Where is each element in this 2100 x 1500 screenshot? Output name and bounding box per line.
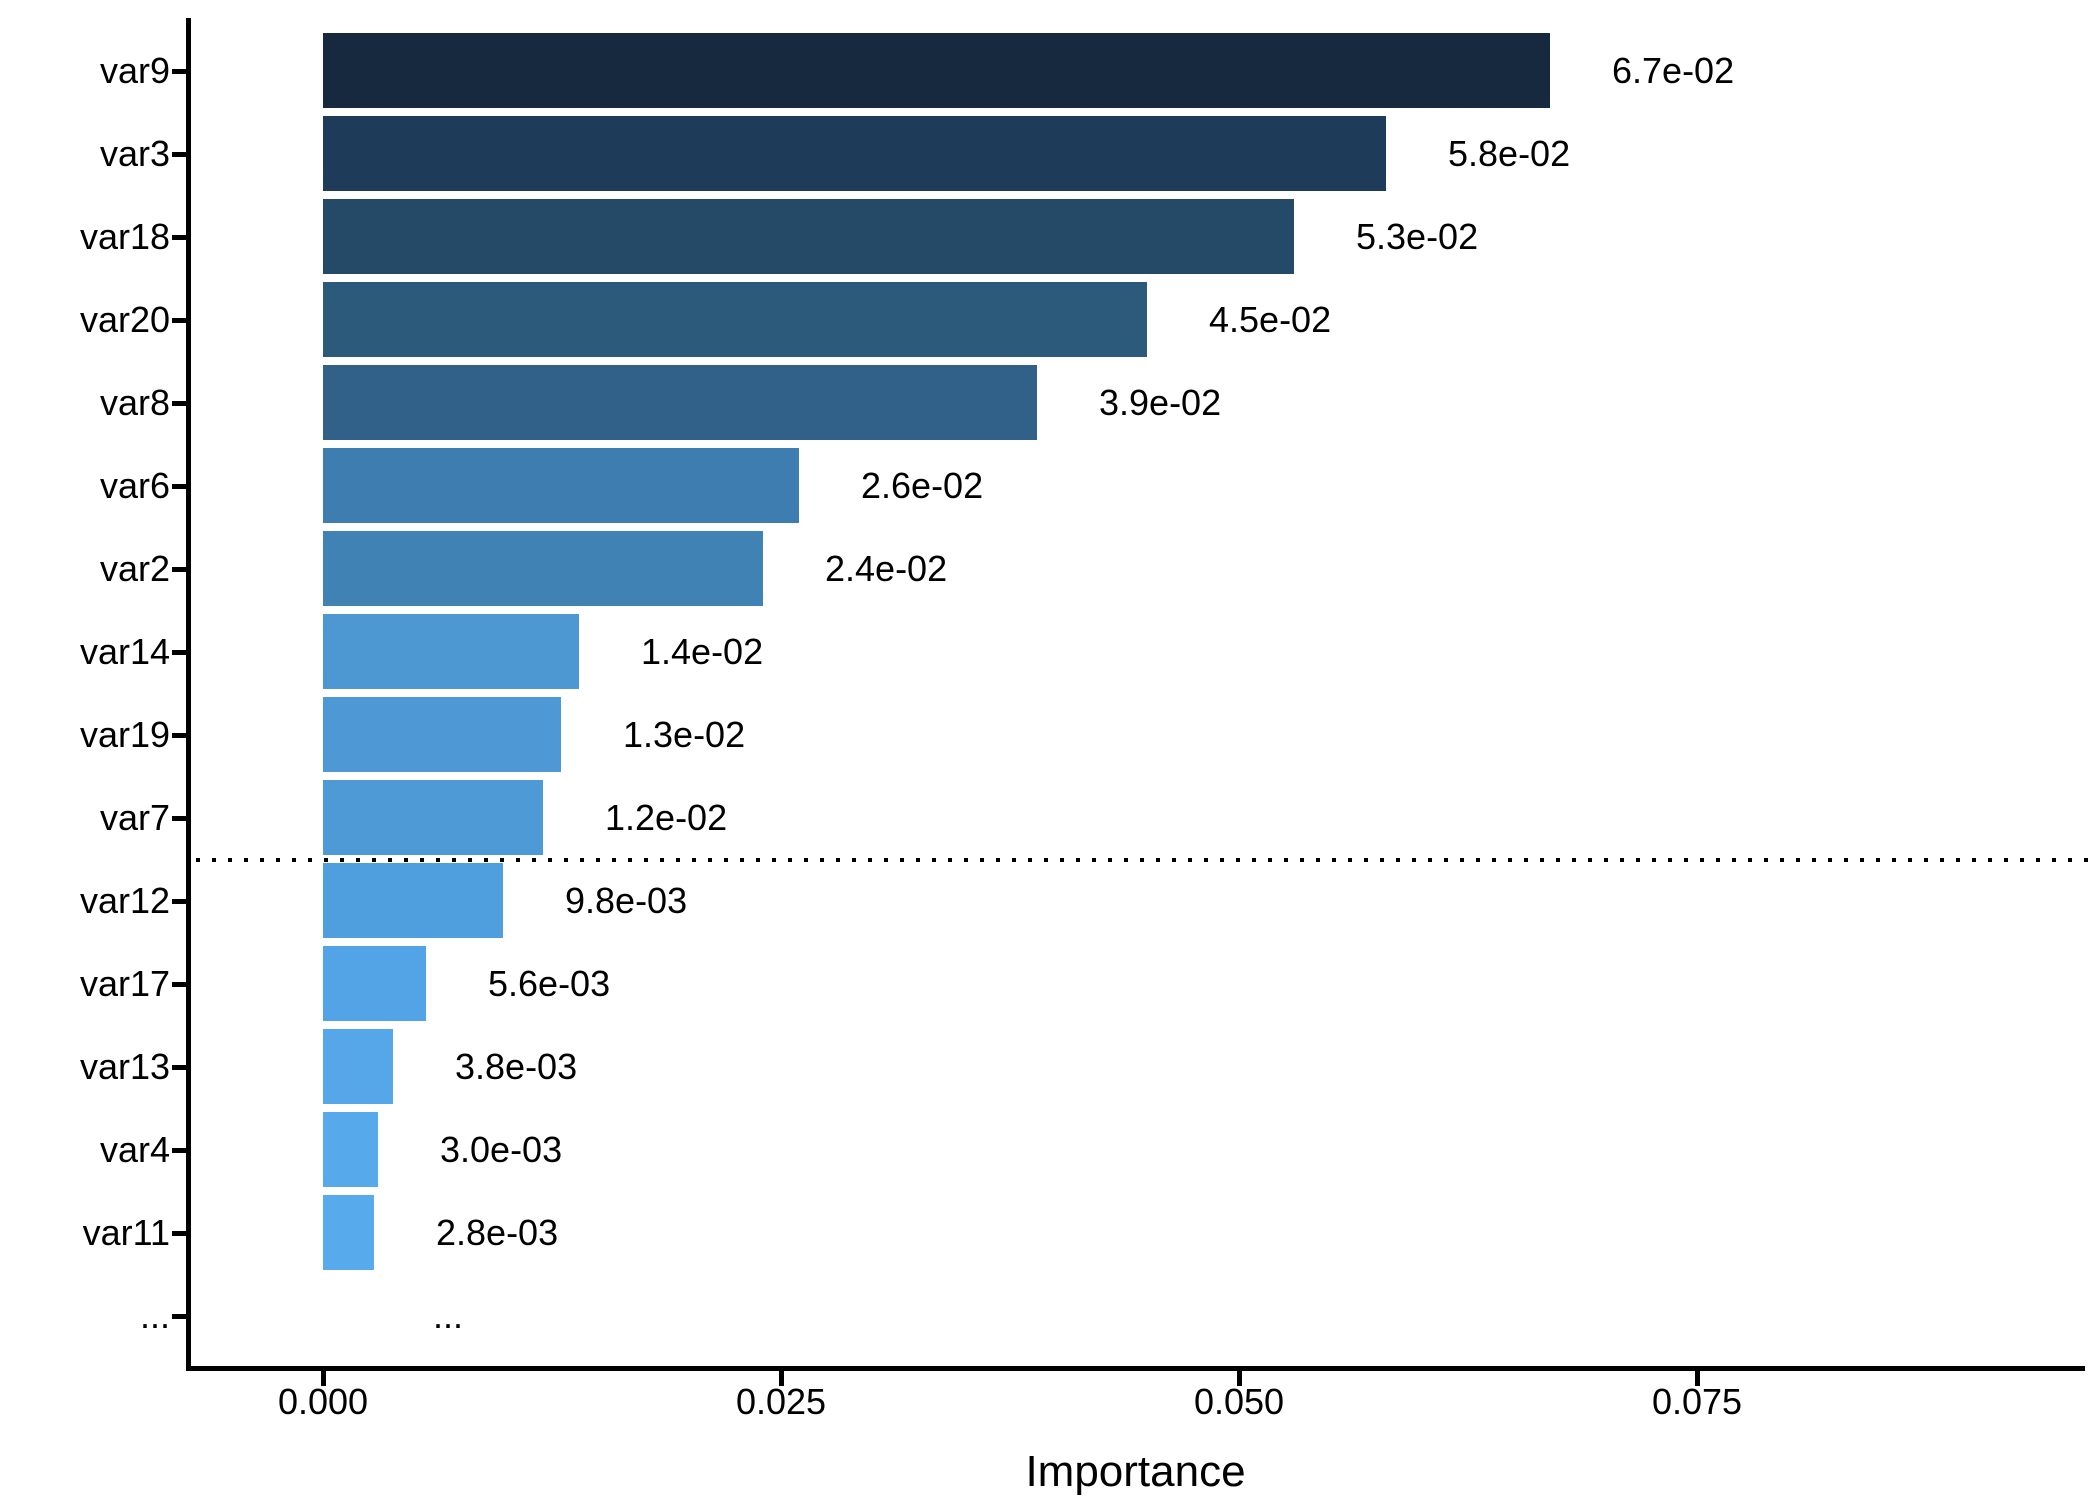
x-tick: [321, 1371, 326, 1386]
bar-var9: [323, 33, 1550, 108]
bar-var3: [323, 116, 1386, 191]
bar-value-label: 1.3e-02: [623, 714, 746, 755]
x-tick-label: 0.025: [735, 1381, 827, 1422]
y-tick: [172, 899, 186, 904]
bar-var17: [323, 946, 426, 1021]
bar-var4: [323, 1112, 378, 1187]
y-axis-label: var20: [79, 299, 170, 340]
bar-value-label: 2.6e-02: [861, 465, 984, 506]
bar-value-label: 3.0e-03: [440, 1129, 563, 1170]
bar-value-label: ...: [433, 1295, 464, 1336]
y-tick: [172, 733, 186, 738]
bar-var8: [323, 365, 1037, 440]
bar-var2: [323, 531, 763, 606]
bar-value-label: 3.8e-03: [455, 1046, 578, 1087]
y-tick: [172, 1314, 186, 1319]
x-tick-label: 0.050: [1193, 1381, 1285, 1422]
bar-value-label: 2.4e-02: [825, 548, 948, 589]
bar-var19: [323, 697, 561, 772]
y-axis-label: var3: [99, 133, 170, 174]
bar-value-label: 1.4e-02: [641, 631, 764, 672]
bar-var18: [323, 199, 1294, 274]
bar-var20: [323, 282, 1147, 357]
bar-value-label: 5.8e-02: [1448, 133, 1571, 174]
bar-value-label: 2.8e-03: [436, 1212, 559, 1253]
x-tick: [779, 1371, 784, 1386]
threshold-dotted-line: [196, 858, 2091, 862]
y-tick: [172, 152, 186, 157]
y-axis-label: var19: [79, 714, 170, 755]
y-axis-label: var14: [79, 631, 170, 672]
y-axis-label: var2: [99, 548, 170, 589]
bar-var7: [323, 780, 543, 855]
y-axis-label: var11: [82, 1212, 170, 1253]
bar-value-label: 5.6e-03: [488, 963, 611, 1004]
y-tick: [172, 1231, 186, 1236]
y-axis-label: ...: [139, 1295, 170, 1336]
y-tick: [172, 816, 186, 821]
y-tick: [172, 982, 186, 987]
y-tick: [172, 650, 186, 655]
bar-value-label: 1.2e-02: [605, 797, 728, 838]
y-axis-label: var12: [79, 880, 170, 921]
x-tick-label: 0.000: [277, 1381, 369, 1422]
y-tick: [172, 567, 186, 572]
y-tick: [172, 401, 186, 406]
y-axis-label: var8: [99, 382, 170, 423]
x-tick-label: 0.075: [1651, 1381, 1743, 1422]
bar-var12: [323, 863, 503, 938]
x-tick: [1695, 1371, 1700, 1386]
y-tick: [172, 1065, 186, 1070]
x-axis-line: [186, 1366, 2085, 1371]
y-tick: [172, 318, 186, 323]
y-axis-label: var6: [99, 465, 170, 506]
bar-var13: [323, 1029, 393, 1104]
bar-value-label: 6.7e-02: [1612, 50, 1735, 91]
y-axis-label: var13: [79, 1046, 170, 1087]
y-axis-label: var18: [79, 216, 170, 257]
bar-value-label: 3.9e-02: [1099, 382, 1222, 423]
x-axis-title: Importance: [1025, 1447, 1246, 1496]
y-axis-label: var9: [99, 50, 170, 91]
y-axis-line: [186, 18, 191, 1371]
y-tick: [172, 484, 186, 489]
bar-value-label: 9.8e-03: [565, 880, 688, 921]
bar-value-label: 4.5e-02: [1209, 299, 1332, 340]
bar-var14: [323, 614, 579, 689]
bar-value-label: 5.3e-02: [1356, 216, 1479, 257]
y-tick: [172, 69, 186, 74]
bar-var11: [323, 1195, 374, 1270]
y-tick: [172, 1148, 186, 1153]
y-tick: [172, 235, 186, 240]
y-axis-label: var7: [99, 797, 170, 838]
y-axis-label: var17: [79, 963, 170, 1004]
bar-var6: [323, 448, 799, 523]
x-tick: [1237, 1371, 1242, 1386]
y-axis-label: var4: [99, 1129, 170, 1170]
